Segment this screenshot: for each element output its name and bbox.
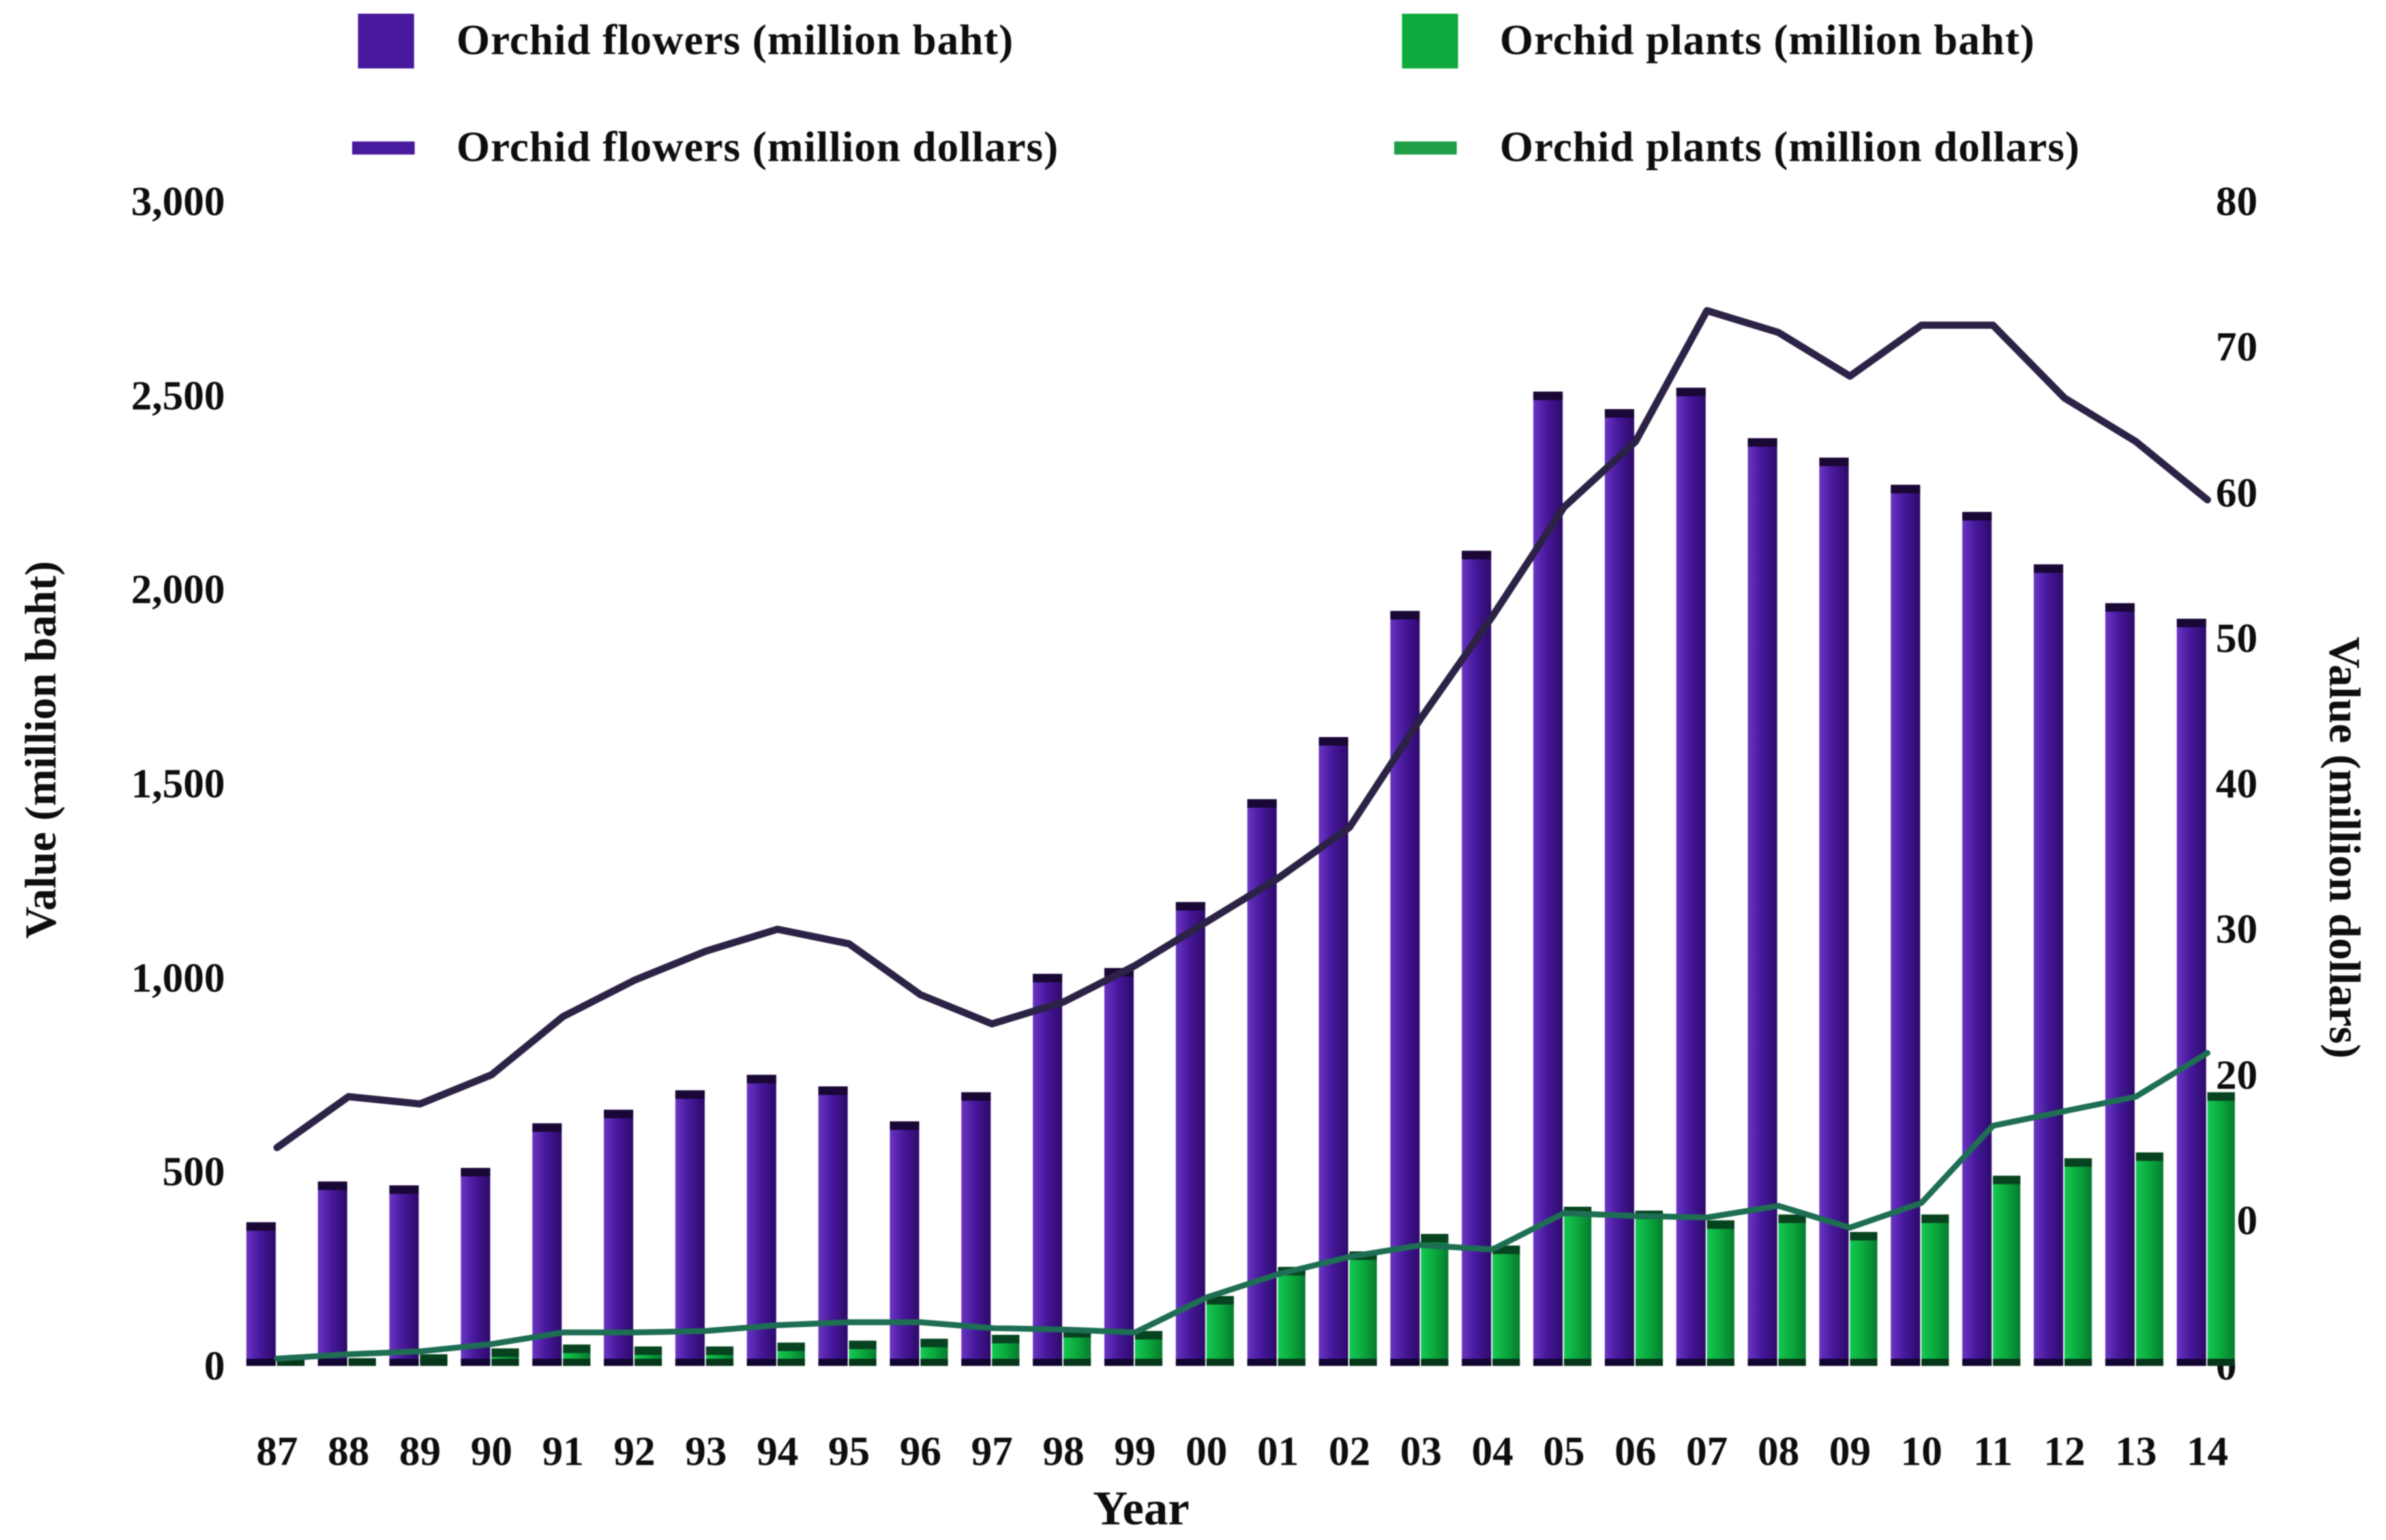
right-axis-tick-label: 30 (2216, 906, 2258, 953)
right-axis-tick-label: 70 (2216, 323, 2258, 370)
left-axis-tick-label: 0 (204, 1342, 225, 1389)
x-axis-tick-label: 96 (899, 1428, 942, 1474)
right-axis-tick-label: 20 (2216, 1051, 2258, 1098)
right-axis-tick-label: 50 (2216, 614, 2258, 661)
x-axis-tick-label: 04 (1471, 1428, 1514, 1474)
legend-swatch-plants-dollars-icon (1394, 141, 1457, 155)
left-axis-tick-label: 2,500 (131, 372, 225, 419)
x-axis-tick-label: 92 (614, 1428, 656, 1474)
x-axis-tick-label: 01 (1257, 1428, 1299, 1474)
x-axis-tick-label: 08 (1757, 1428, 1800, 1474)
legend-swatch-plants-baht-icon (1402, 14, 1458, 68)
x-axis-tick-label: 87 (256, 1428, 298, 1474)
x-axis-tick-label: 88 (327, 1428, 370, 1474)
legend-label-flowers-baht: Orchid flowers (million baht) (456, 16, 1014, 64)
x-axis-tick-label: 13 (2115, 1428, 2157, 1474)
x-axis-tick-label: 11 (1973, 1428, 2013, 1474)
x-axis-tick-label: 03 (1400, 1428, 1442, 1474)
x-axis-tick-label: 05 (1543, 1428, 1585, 1474)
left-axis-tick-label: 3,000 (131, 178, 225, 224)
line-series-group (273, 306, 2211, 1362)
x-axis-tick-label: 98 (1042, 1428, 1084, 1474)
legend-swatch-flowers-baht-icon (358, 14, 414, 68)
x-axis-tick-label: 99 (1114, 1428, 1156, 1474)
x-axis-tick-label: 02 (1328, 1428, 1371, 1474)
legend-swatch-flowers-dollars-icon (352, 141, 415, 155)
left-axis-tick-label: 1,500 (131, 760, 225, 807)
left-axis-tick-label: 500 (162, 1148, 225, 1195)
x-axis-tick-label: 91 (542, 1428, 584, 1474)
left-axis-tick-label: 1,000 (131, 954, 225, 1001)
x-axis-tick-label: 90 (470, 1428, 513, 1474)
bar-series-group (246, 387, 2235, 1367)
legend-label-plants-dollars: Orchid plants (million dollars) (1500, 123, 2080, 171)
left-axis-tick-label: 2,000 (131, 566, 225, 613)
right-axis-tick-label: 80 (2216, 178, 2258, 224)
right-axis-tick-label: 60 (2216, 469, 2258, 516)
right-axis-tick-label: 40 (2216, 760, 2258, 807)
x-axis-tick-label: 95 (828, 1428, 870, 1474)
x-axis-tick-label: 12 (2043, 1428, 2085, 1474)
x-axis-tick-label: 07 (1686, 1428, 1728, 1474)
x-axis-tick-label: 06 (1615, 1428, 1657, 1474)
x-axis-tick-label: 00 (1186, 1428, 1228, 1474)
legend-label-plants-baht: Orchid plants (million baht) (1500, 16, 2035, 64)
x-axis-tick-label: 09 (1828, 1428, 1871, 1474)
x-axis-tick-label: 10 (1900, 1428, 1943, 1474)
x-axis-tick-label: 94 (756, 1428, 799, 1474)
x-axis-tick-label: 89 (399, 1428, 441, 1474)
legend-label-flowers-dollars: Orchid flowers (million dollars) (456, 123, 1059, 171)
x-axis-title: Year (1093, 1482, 1189, 1535)
x-axis-tick-label: 93 (685, 1428, 727, 1474)
x-axis-tick-label: 14 (2186, 1428, 2229, 1474)
x-axis-tick-label: 97 (971, 1428, 1013, 1474)
